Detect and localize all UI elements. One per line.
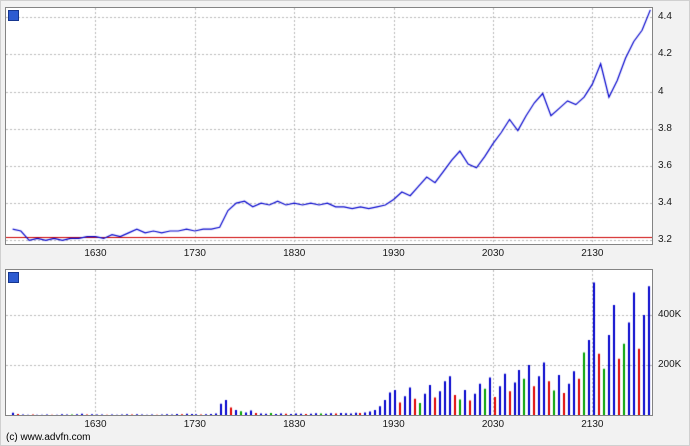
volume-x-tick-label: 1830	[283, 419, 306, 430]
price-x-tick-label: 2130	[581, 248, 604, 259]
chart-options-icon[interactable]	[8, 10, 19, 21]
copyright-text: (c) www.advfn.com	[6, 432, 91, 443]
price-y-tick-label: 3.4	[658, 197, 672, 209]
volume-x-tick-label: 1630	[84, 419, 107, 430]
price-x-tick-label: 1830	[283, 248, 306, 259]
volume-chart-canvas	[6, 270, 652, 415]
price-y-tick-label: 3.2	[658, 234, 672, 246]
volume-y-tick-label: 200K	[658, 359, 682, 370]
volume-x-tick-label: 2030	[481, 419, 505, 430]
price-x-tick-label: 1730	[183, 248, 206, 259]
price-y-tick-label: 4	[658, 85, 664, 97]
volume-x-tick-label: 1930	[382, 419, 405, 430]
price-x-tick-label: 1930	[382, 248, 405, 259]
price-y-tick-label: 3.6	[658, 159, 672, 171]
price-y-tick-label: 4.4	[658, 11, 672, 23]
volume-chart-panel	[5, 269, 653, 416]
price-x-tick-label: 1630	[84, 248, 107, 259]
price-x-tick-label: 2030	[481, 248, 505, 259]
price-chart-panel	[5, 7, 653, 245]
volume-x-tick-label: 1730	[183, 419, 206, 430]
price-y-tick-label: 4.2	[658, 48, 672, 60]
chart-options-icon[interactable]	[8, 272, 19, 283]
volume-x-tick-label: 2130	[581, 419, 604, 430]
price-chart-canvas	[6, 8, 652, 244]
price-y-tick-label: 3.8	[658, 122, 672, 134]
volume-y-tick-label: 400K	[658, 309, 682, 320]
